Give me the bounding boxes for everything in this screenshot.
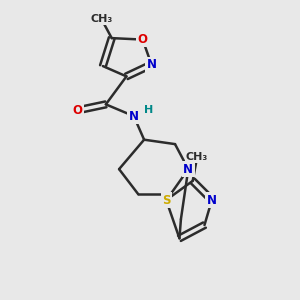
Text: N: N: [207, 194, 217, 207]
Text: O: O: [138, 33, 148, 46]
Text: CH₃: CH₃: [90, 14, 112, 24]
Text: N: N: [146, 58, 157, 71]
Text: N: N: [183, 163, 193, 176]
Text: S: S: [162, 194, 170, 207]
Text: H: H: [145, 105, 154, 115]
Text: N: N: [129, 110, 139, 123]
Text: CH₃: CH₃: [186, 152, 208, 162]
Text: O: O: [73, 104, 83, 117]
